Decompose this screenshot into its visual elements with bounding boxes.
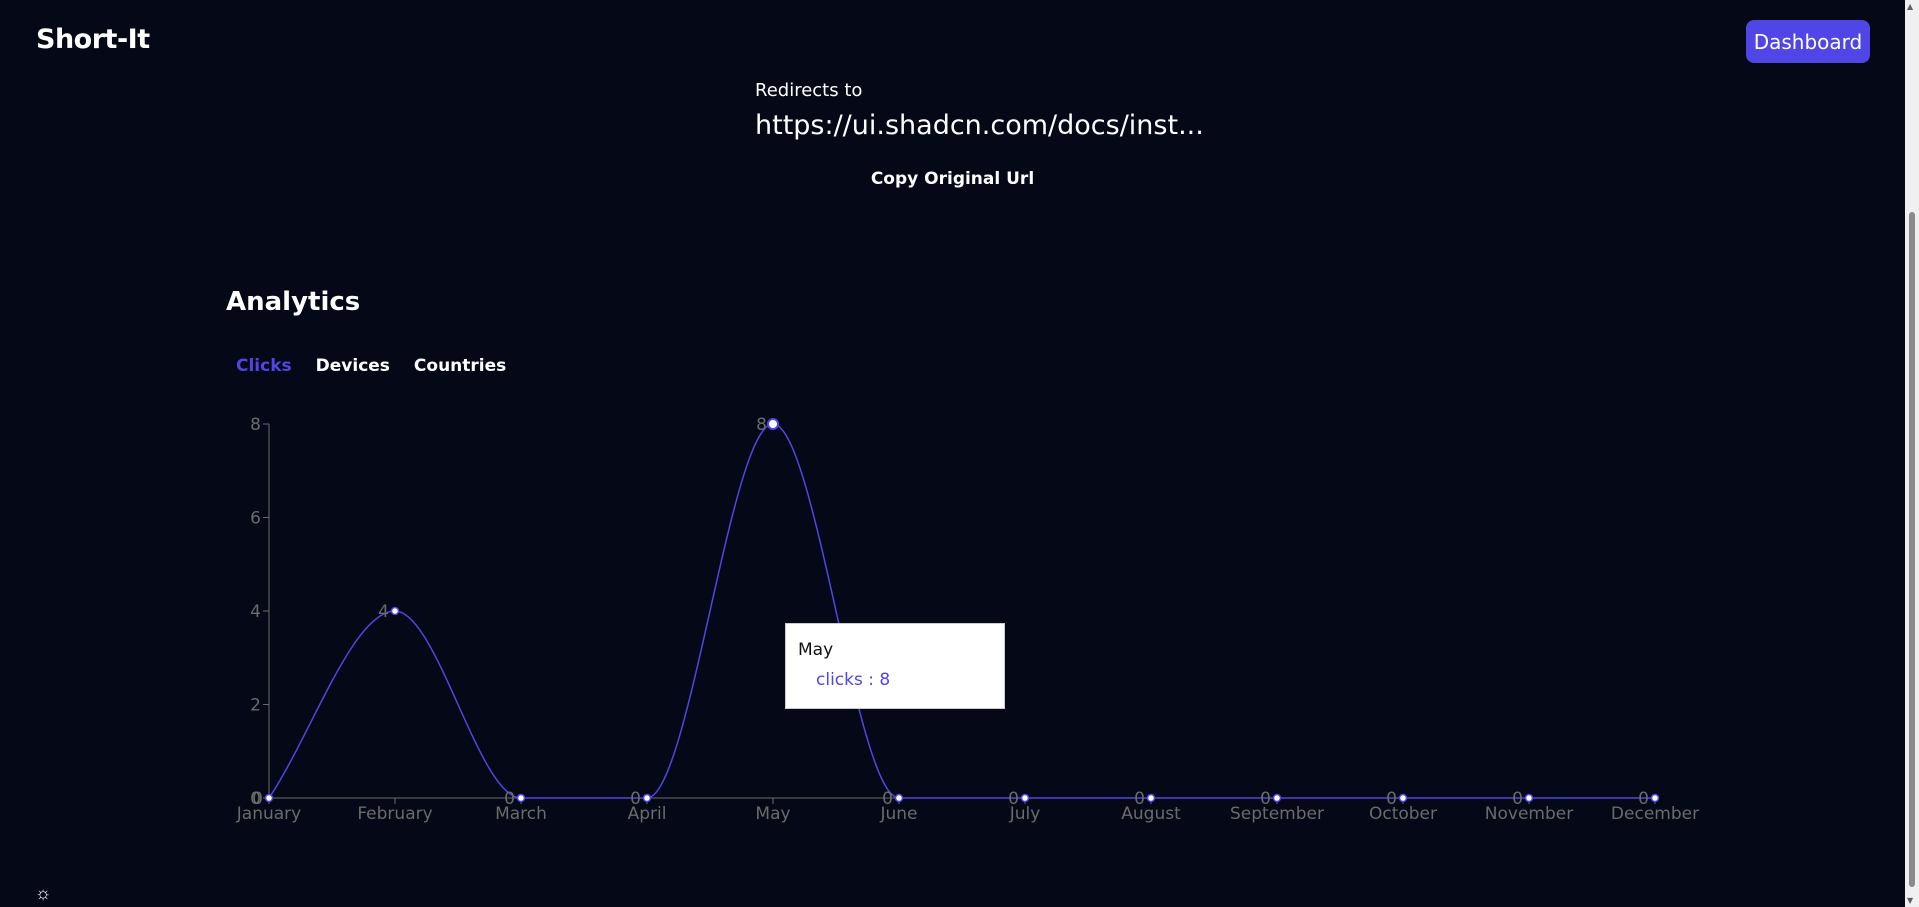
clicks-data-point[interactable] <box>1524 793 1534 803</box>
brand-logo[interactable]: Short-It <box>36 24 150 55</box>
clicks-data-point[interactable] <box>1650 793 1660 803</box>
x-tick-label: September <box>1230 804 1324 824</box>
analytics-tabs: Clicks Devices Countries <box>230 354 512 378</box>
clicks-data-point[interactable] <box>1272 793 1282 803</box>
clicks-data-point[interactable] <box>642 793 652 803</box>
data-label: 4 <box>378 602 389 622</box>
y-tick-label: 4 <box>250 602 261 622</box>
redirect-label: Redirects to <box>755 80 863 101</box>
data-label: 0 <box>504 789 515 809</box>
clicks-data-point[interactable] <box>1398 793 1408 803</box>
y-tick-label: 6 <box>250 509 261 529</box>
data-label: 0 <box>882 789 893 809</box>
data-label: 0 <box>1512 789 1523 809</box>
tooltip-label: May <box>798 640 834 660</box>
data-label: 0 <box>1386 789 1397 809</box>
data-label: 0 <box>1134 789 1145 809</box>
y-tick-label: 2 <box>250 696 261 716</box>
copy-original-url-button[interactable]: Copy Original Url <box>820 164 1085 194</box>
clicks-data-point[interactable] <box>1020 793 1030 803</box>
x-tick-label: August <box>1121 804 1181 824</box>
clicks-data-point[interactable] <box>390 606 400 616</box>
tab-clicks[interactable]: Clicks <box>230 354 298 378</box>
x-tick-label: November <box>1485 804 1573 824</box>
tab-devices[interactable]: Devices <box>310 354 396 378</box>
x-tick-label: February <box>357 804 432 824</box>
tooltip-value: clicks : 8 <box>816 670 891 690</box>
data-label: 0 <box>252 789 263 809</box>
scrollbar-thumb[interactable] <box>1909 212 1915 887</box>
clicks-data-point[interactable] <box>767 418 779 430</box>
clicks-series-line <box>268 423 1655 799</box>
scroll-up-arrow[interactable]: ▲ <box>1907 2 1914 11</box>
data-label: 8 <box>756 415 767 435</box>
tab-countries[interactable]: Countries <box>408 354 512 378</box>
y-tick-label: 8 <box>250 415 261 435</box>
y-tick-label: 0 <box>250 789 261 809</box>
chart-tooltip: May clicks : 8 <box>785 623 1005 709</box>
x-tick-label: January <box>236 804 301 824</box>
data-label: 0 <box>1260 789 1271 809</box>
x-tick-label: April <box>628 804 667 824</box>
x-tick-label: July <box>1009 804 1041 824</box>
x-tick-label: December <box>1611 804 1699 824</box>
x-tick-label: March <box>495 804 547 824</box>
data-label: 0 <box>1638 789 1649 809</box>
data-label: 0 <box>630 789 641 809</box>
x-tick-label: October <box>1369 804 1437 824</box>
clicks-data-point[interactable] <box>894 793 904 803</box>
page-scrollbar[interactable]: ▲ ▼ <box>1905 0 1919 907</box>
clicks-data-point[interactable] <box>1146 793 1156 803</box>
original-url: https://ui.shadcn.com/docs/inst... <box>755 110 1204 141</box>
theme-toggle-button[interactable]: ☼ <box>30 882 56 904</box>
sun-icon: ☼ <box>34 882 52 903</box>
analytics-title: Analytics <box>226 287 361 317</box>
clicks-data-point[interactable] <box>516 793 526 803</box>
x-tick-label: June <box>879 804 917 824</box>
scroll-down-arrow[interactable]: ▼ <box>1907 896 1914 905</box>
dashboard-button[interactable]: Dashboard <box>1746 20 1870 63</box>
clicks-data-point[interactable] <box>264 793 274 803</box>
data-label: 0 <box>1008 789 1019 809</box>
x-tick-label: May <box>755 804 790 824</box>
